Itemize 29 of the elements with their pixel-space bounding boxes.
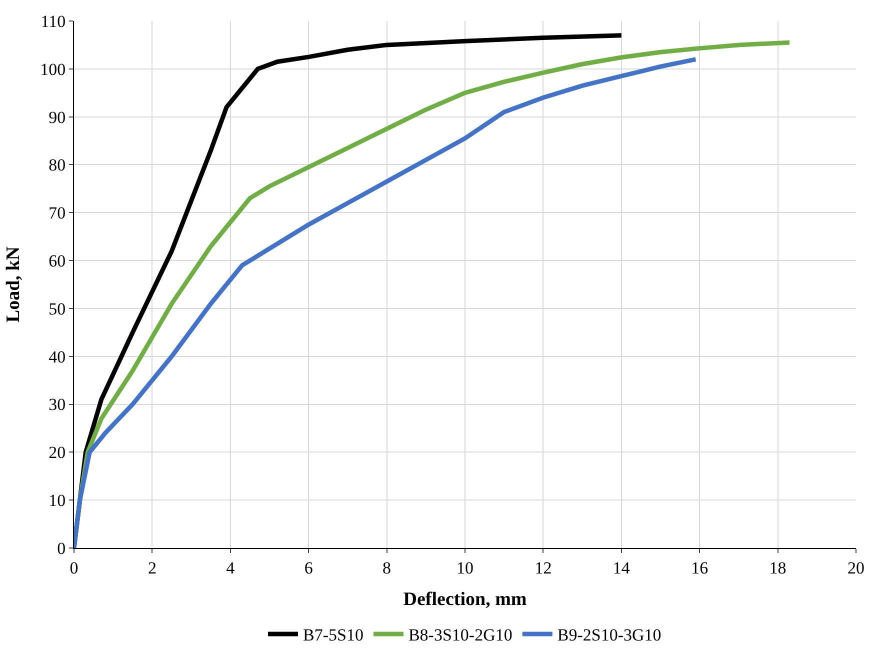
legend-label: B7-5S10 [303,626,364,645]
x-tick-label: 10 [456,558,474,578]
y-axis-title: Load, kN [2,246,24,323]
y-tick-label: 0 [57,538,66,558]
x-tick-label: 8 [382,558,392,578]
legend-label: B8-3S10-2G10 [408,626,512,645]
y-tick-label: 30 [48,395,66,414]
y-tick-label: 10 [48,491,66,510]
x-tick-label: 0 [70,558,78,578]
y-tick-label: 90 [48,108,66,127]
y-tick-label: 110 [40,12,66,31]
x-tick-label: 12 [534,558,552,578]
x-tick-label: 14 [612,558,630,578]
y-tick-label: 40 [48,347,66,366]
y-tick-label: 50 [48,299,66,318]
y-tick-label: 20 [48,443,66,462]
y-tick-label: 80 [48,156,66,175]
y-tick-label: 60 [48,252,66,270]
y-tick-label: 100 [40,60,66,79]
x-tick-label: 2 [148,558,156,578]
x-tick-label: 16 [691,558,708,578]
x-axis-title: Deflection, mm [403,589,527,610]
y-tick-label: 70 [48,204,66,223]
line-series [74,57,698,548]
x-tick-label: 20 [848,558,864,578]
x-tick-label: 18 [769,558,786,578]
x-tick-label: 6 [304,558,313,578]
legend-label: B9-2S10-3G10 [557,626,662,645]
x-tick-label: 4 [226,558,236,578]
